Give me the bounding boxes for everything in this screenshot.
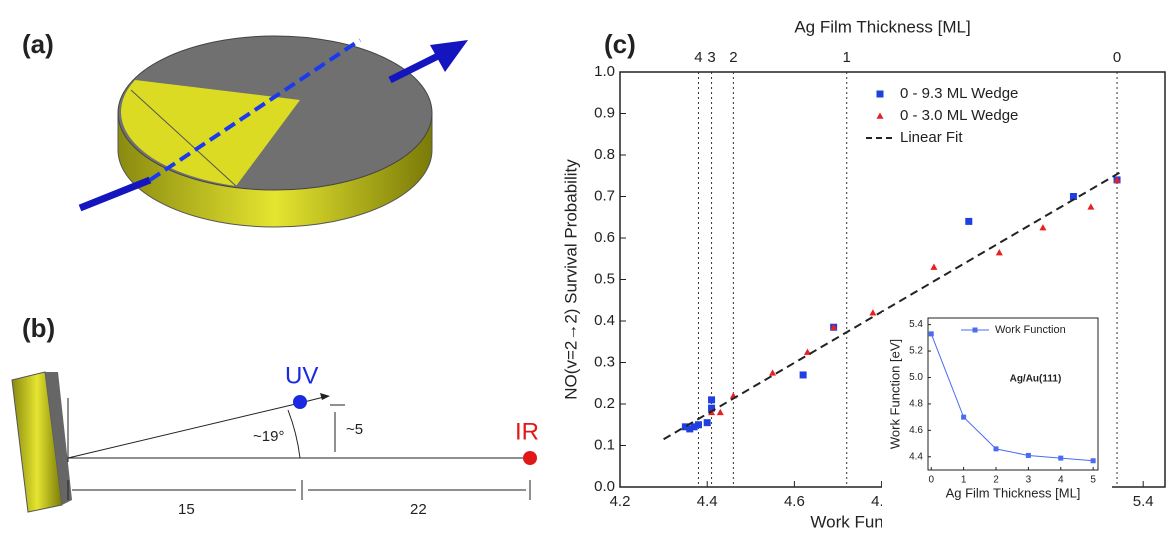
x-tick-label: 2 bbox=[993, 475, 999, 486]
annotation: Ag/Au(111) bbox=[1010, 373, 1062, 384]
x-tick-label: 1 bbox=[961, 475, 967, 486]
x-axis-label: Ag Film Thickness [ML] bbox=[946, 485, 1081, 500]
data-point bbox=[686, 425, 694, 433]
data-point bbox=[799, 371, 807, 379]
y-tick-label: 0.7 bbox=[594, 187, 615, 204]
data-point bbox=[1090, 458, 1096, 464]
y-tick-label: 0.6 bbox=[594, 229, 615, 246]
x-tick-label: 4.2 bbox=[610, 493, 631, 510]
panel-label: (a) bbox=[22, 29, 54, 59]
data-point bbox=[1025, 452, 1031, 458]
data-point bbox=[830, 323, 838, 331]
y-axis-label: NO(v=2→2) Survival Probability bbox=[561, 159, 580, 400]
x2-tick-label: 2 bbox=[729, 49, 737, 66]
disk-illustration bbox=[78, 35, 468, 228]
data-point bbox=[1069, 193, 1077, 200]
legend-swatch bbox=[876, 90, 884, 98]
x-tick-label: 0 bbox=[928, 475, 934, 486]
y-tick-label: 4.8 bbox=[909, 399, 923, 410]
plot-frame bbox=[927, 317, 1099, 471]
panel-label: (b) bbox=[22, 313, 55, 343]
legend-label: Linear Fit bbox=[900, 129, 963, 146]
y-tick-label: 0.2 bbox=[594, 395, 615, 412]
series-line bbox=[930, 333, 1094, 462]
data-point bbox=[694, 421, 702, 429]
geometry-diagram: UV IR ~19° ~5 15 22 bbox=[11, 362, 539, 518]
y-tick-label: 0.9 bbox=[594, 104, 615, 121]
ir-label: IR bbox=[515, 418, 539, 445]
y-tick-label: 0.8 bbox=[594, 146, 615, 163]
data-point bbox=[708, 396, 716, 404]
y-tick-label: 5.4 bbox=[909, 319, 923, 330]
data-point bbox=[769, 369, 777, 376]
legend-swatch bbox=[972, 327, 978, 333]
x2-axis-label: Ag Film Thickness [ML] bbox=[794, 17, 970, 36]
legend-swatch bbox=[876, 112, 884, 119]
data-point bbox=[928, 331, 934, 337]
data-point bbox=[1039, 224, 1047, 231]
data-point bbox=[930, 263, 938, 270]
x2-tick-label: 3 bbox=[707, 49, 715, 66]
data-point bbox=[993, 446, 999, 452]
data-point bbox=[1087, 203, 1095, 210]
y-tick-label: 5.0 bbox=[909, 372, 923, 383]
data-point bbox=[708, 404, 716, 412]
x2-tick-label: 4 bbox=[694, 49, 702, 66]
offset-label: ~5 bbox=[346, 421, 363, 438]
x2-tick-label: 0 bbox=[1113, 49, 1121, 66]
y-tick-label: 0.3 bbox=[594, 353, 615, 370]
y-tick-label: 1.0 bbox=[594, 63, 615, 80]
data-point bbox=[961, 414, 967, 420]
y-axis-label: Work Function [eV] bbox=[887, 339, 902, 449]
data-point bbox=[681, 423, 689, 431]
data-point bbox=[1113, 176, 1121, 183]
y-tick-label: 0.4 bbox=[594, 312, 615, 329]
x-tick-label: 4 bbox=[1058, 475, 1064, 486]
data-point bbox=[869, 309, 877, 316]
panel-label: (c) bbox=[604, 29, 636, 59]
legend-label: 0 - 3.0 ML Wedge bbox=[900, 107, 1018, 124]
series-line bbox=[663, 170, 1122, 441]
distance-label: 15 bbox=[178, 501, 195, 518]
data-point bbox=[716, 408, 724, 416]
y-tick-label: 4.6 bbox=[909, 425, 923, 436]
data-point bbox=[690, 423, 698, 431]
data-point bbox=[703, 419, 711, 427]
x-tick-label: 5 bbox=[1090, 475, 1096, 486]
x-tick-label: 5.4 bbox=[1133, 493, 1154, 510]
y-tick-label: 0.5 bbox=[594, 270, 615, 287]
data-point bbox=[965, 217, 973, 225]
y-tick-label: 0.0 bbox=[594, 478, 615, 495]
x2-tick-label: 1 bbox=[843, 49, 851, 66]
uv-label: UV bbox=[285, 362, 318, 389]
y-tick-label: 0.1 bbox=[594, 436, 615, 453]
x-tick-label: 4.6 bbox=[784, 493, 805, 510]
distance-label: 22 bbox=[410, 501, 427, 518]
data-point bbox=[995, 249, 1003, 256]
y-tick-label: 5.2 bbox=[909, 346, 923, 357]
legend-label: Work Function bbox=[995, 324, 1066, 336]
angle-label: ~19° bbox=[253, 428, 284, 445]
x-tick-label: 4.4 bbox=[697, 493, 718, 510]
legend-label: 0 - 9.3 ML Wedge bbox=[900, 85, 1018, 102]
x-tick-label: 3 bbox=[1026, 475, 1032, 486]
y-tick-label: 4.4 bbox=[909, 451, 923, 462]
data-point bbox=[1058, 455, 1064, 461]
